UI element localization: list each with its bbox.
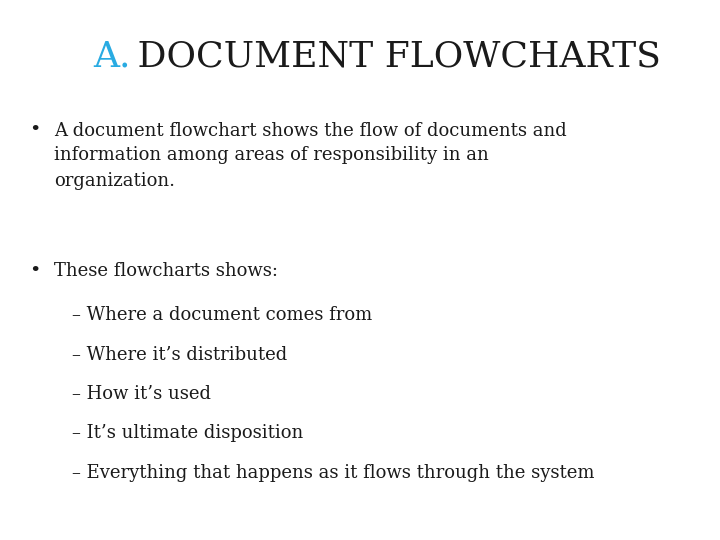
Text: A document flowchart shows the flow of documents and
information among areas of : A document flowchart shows the flow of d… — [54, 122, 567, 190]
Text: •: • — [29, 262, 40, 280]
Text: •: • — [29, 122, 40, 139]
Text: – It’s ultimate disposition: – It’s ultimate disposition — [72, 424, 303, 442]
Text: – Where it’s distributed: – Where it’s distributed — [72, 346, 287, 363]
Text: – Everything that happens as it flows through the system: – Everything that happens as it flows th… — [72, 464, 595, 482]
Text: DOCUMENT FLOWCHARTS: DOCUMENT FLOWCHARTS — [126, 40, 661, 73]
Text: – How it’s used: – How it’s used — [72, 385, 211, 403]
Text: A.: A. — [94, 40, 131, 73]
Text: – Where a document comes from: – Where a document comes from — [72, 306, 372, 324]
Text: These flowcharts shows:: These flowcharts shows: — [54, 262, 278, 280]
